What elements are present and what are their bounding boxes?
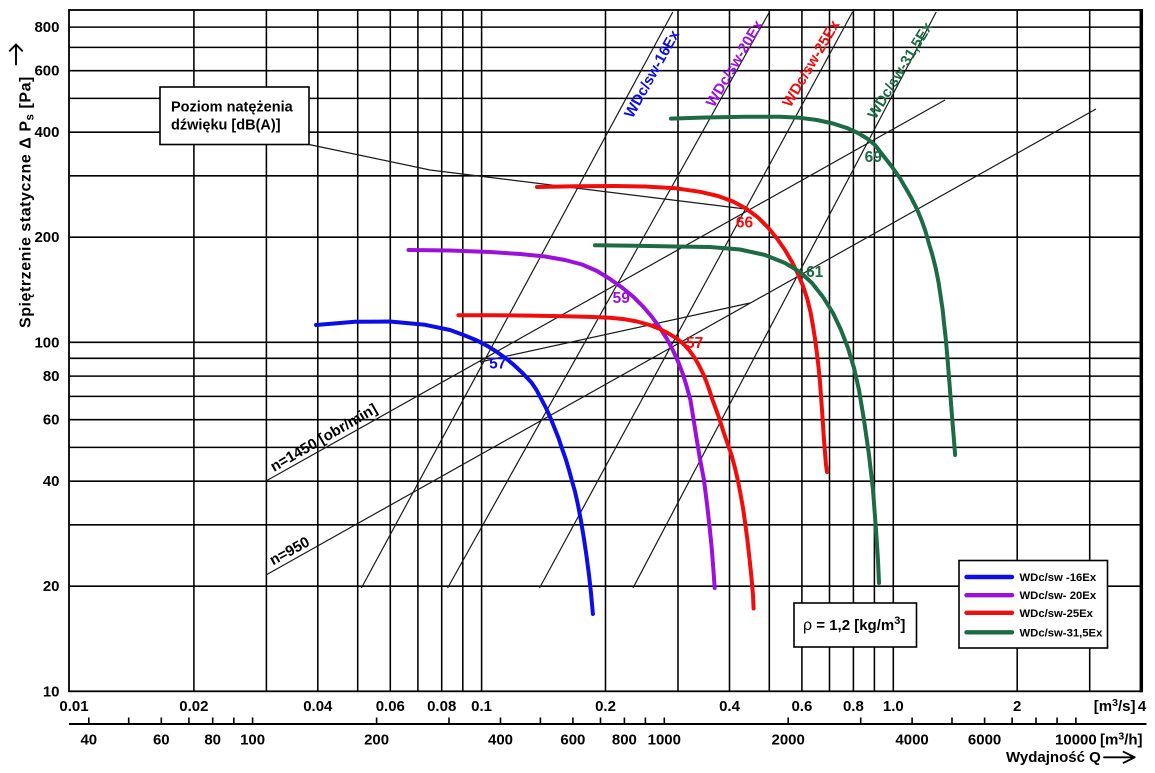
svg-text:40: 40	[80, 732, 97, 749]
svg-text:WDc/sw-31,5Ex: WDc/sw-31,5Ex	[1020, 627, 1104, 639]
svg-text:4000: 4000	[895, 732, 928, 749]
svg-text:WDc/sw -16Ex: WDc/sw -16Ex	[1020, 572, 1097, 584]
svg-text:Spiętrzenie statyczne Δ Ps [Pa: Spiętrzenie statyczne Δ Ps [Pa]	[18, 76, 37, 328]
svg-text:0.01: 0.01	[59, 698, 88, 715]
svg-text:WDc/sw- 20Ex: WDc/sw- 20Ex	[1020, 590, 1097, 602]
svg-text:57: 57	[489, 356, 506, 373]
svg-text:10: 10	[43, 683, 60, 700]
svg-text:dźwięku [dB(A)]: dźwięku [dB(A)]	[171, 118, 281, 134]
svg-text:6000: 6000	[968, 732, 1001, 749]
svg-text:400: 400	[488, 732, 513, 749]
svg-text:100: 100	[34, 334, 59, 351]
svg-text:100: 100	[240, 732, 265, 749]
svg-text:2: 2	[1013, 698, 1021, 715]
svg-text:0.2: 0.2	[595, 698, 616, 715]
svg-text:200: 200	[364, 732, 389, 749]
svg-text:0.1: 0.1	[471, 698, 492, 715]
svg-text:0.4: 0.4	[719, 698, 741, 715]
svg-text:600: 600	[34, 63, 59, 80]
svg-text:60: 60	[43, 412, 60, 429]
svg-text:0.08: 0.08	[427, 698, 456, 715]
svg-text:20: 20	[43, 578, 60, 595]
svg-text:1.0: 1.0	[883, 698, 904, 715]
svg-text:200: 200	[34, 229, 59, 246]
svg-text:4: 4	[1138, 698, 1147, 715]
svg-text:0.6: 0.6	[791, 698, 812, 715]
svg-text:80: 80	[204, 732, 221, 749]
svg-text:80: 80	[43, 368, 60, 385]
svg-text:Poziom natężenia: Poziom natężenia	[171, 100, 294, 116]
svg-text:59: 59	[613, 290, 631, 307]
svg-text:69: 69	[865, 149, 883, 166]
svg-text:0.02: 0.02	[179, 698, 208, 715]
svg-text:0.8: 0.8	[843, 698, 864, 715]
svg-text:0.04: 0.04	[303, 698, 333, 715]
svg-text:57: 57	[686, 335, 703, 352]
svg-text:[m3/s]: [m3/s]	[1094, 697, 1136, 715]
svg-text:1000: 1000	[648, 732, 681, 749]
svg-text:400: 400	[34, 124, 59, 141]
svg-text:2000: 2000	[772, 732, 805, 749]
svg-text:800: 800	[612, 732, 637, 749]
svg-text:ρ = 1,2 [kg/m3]: ρ = 1,2 [kg/m3]	[803, 615, 905, 634]
svg-text:Wydajność Q: Wydajność Q	[1006, 749, 1101, 766]
svg-text:40: 40	[43, 473, 60, 490]
svg-text:61: 61	[806, 264, 824, 281]
svg-text:[m3/h]: [m3/h]	[1100, 731, 1143, 749]
svg-text:600: 600	[560, 732, 585, 749]
svg-text:10000: 10000	[1055, 732, 1097, 749]
svg-text:66: 66	[736, 215, 754, 232]
svg-text:800: 800	[34, 19, 59, 36]
svg-text:0.06: 0.06	[376, 698, 405, 715]
svg-text:60: 60	[153, 732, 170, 749]
svg-text:WDc/sw-25Ex: WDc/sw-25Ex	[1020, 608, 1094, 620]
